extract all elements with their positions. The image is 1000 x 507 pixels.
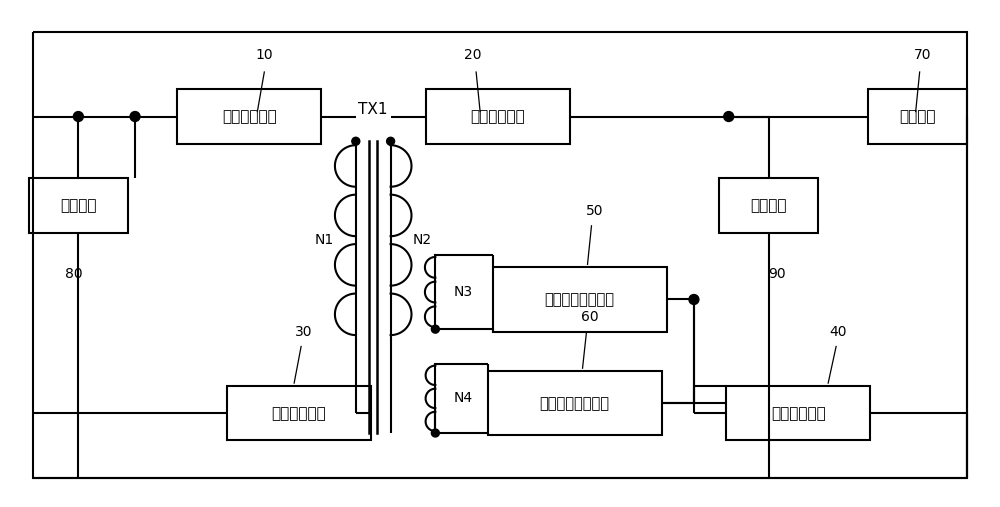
Bar <box>29 178 128 233</box>
Circle shape <box>724 112 734 122</box>
Bar <box>726 386 870 441</box>
Text: 60: 60 <box>581 310 598 324</box>
Text: 10: 10 <box>256 48 273 62</box>
Circle shape <box>387 137 395 145</box>
Text: 第一开关模块: 第一开关模块 <box>272 406 326 421</box>
Text: 90: 90 <box>768 267 785 281</box>
Bar <box>493 267 667 332</box>
Text: N1: N1 <box>315 233 334 247</box>
Text: 第二整流滤波模块: 第二整流滤波模块 <box>540 396 610 411</box>
Bar <box>488 371 662 436</box>
Circle shape <box>130 112 140 122</box>
Text: 第一整流滤波模块: 第一整流滤波模块 <box>545 292 615 307</box>
Bar <box>177 89 321 143</box>
Bar <box>719 178 818 233</box>
Circle shape <box>689 295 699 304</box>
Circle shape <box>73 112 83 122</box>
Text: N3: N3 <box>453 285 472 299</box>
Text: 70: 70 <box>914 48 931 62</box>
Text: N4: N4 <box>453 391 472 406</box>
Circle shape <box>352 137 360 145</box>
Text: 分压模块: 分压模块 <box>899 109 936 124</box>
Circle shape <box>431 429 439 437</box>
Bar <box>426 89 570 143</box>
Text: 20: 20 <box>464 48 482 62</box>
Text: 40: 40 <box>829 324 847 339</box>
Text: 第二开关模块: 第二开关模块 <box>771 406 826 421</box>
Text: N2: N2 <box>412 233 432 247</box>
Circle shape <box>431 325 439 333</box>
Bar <box>868 89 967 143</box>
Text: TX1: TX1 <box>358 101 388 117</box>
Text: 第二电源: 第二电源 <box>750 198 787 213</box>
Text: 第一电源: 第一电源 <box>60 198 97 213</box>
Text: 第一隔离模块: 第一隔离模块 <box>222 109 277 124</box>
Text: 30: 30 <box>295 324 313 339</box>
Text: 第二隔离模块: 第二隔离模块 <box>471 109 525 124</box>
Bar <box>227 386 371 441</box>
Text: 50: 50 <box>586 204 603 218</box>
Text: 80: 80 <box>65 267 82 281</box>
